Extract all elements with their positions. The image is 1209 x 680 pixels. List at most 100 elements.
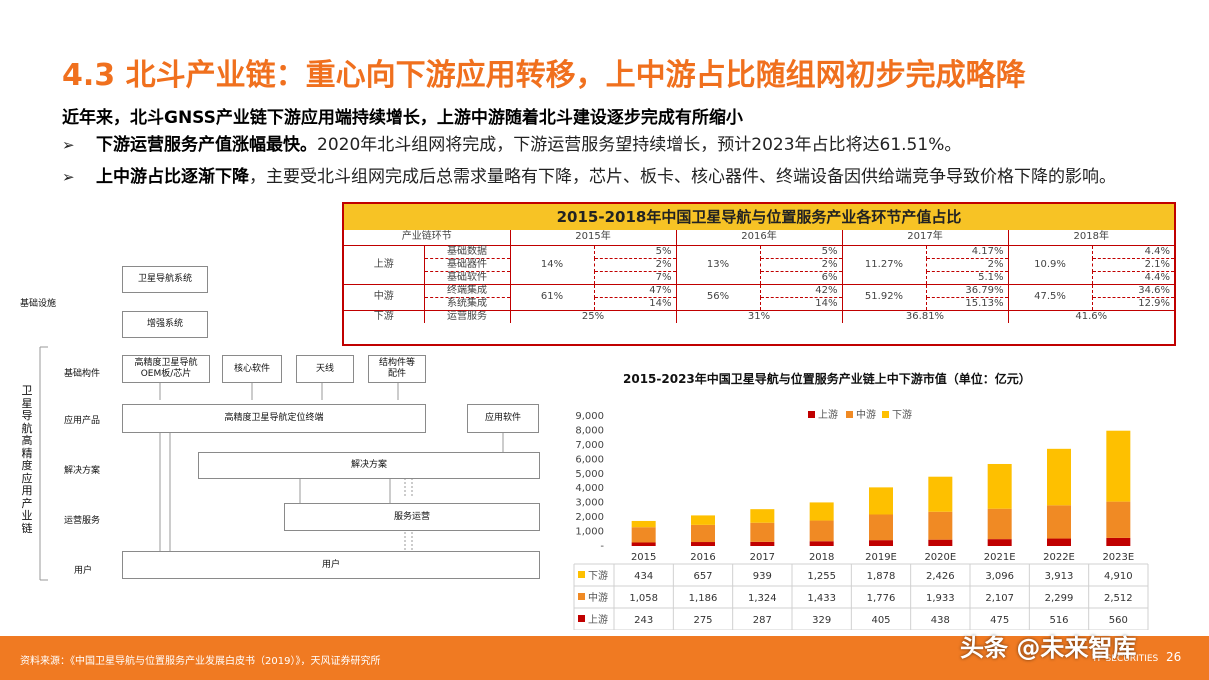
page-title: 4.3 北斗产业链：重心向下游应用转移，上中游占比随组网初步完成略降 xyxy=(62,58,1026,93)
table-value: 287 xyxy=(753,615,772,626)
bar-segment xyxy=(1106,537,1131,546)
table-cell: 41.6% xyxy=(1075,310,1108,322)
legend-swatch xyxy=(882,411,889,418)
x-tick-label: 2017 xyxy=(750,552,775,563)
box-service: 服务运营 xyxy=(284,503,540,531)
table-row: 基础器件 2% 2% 2% 2.1% xyxy=(344,258,1174,272)
bar-segment xyxy=(1106,501,1131,538)
row-label-infra: 基础设施 xyxy=(20,299,57,309)
bar-segment xyxy=(691,524,715,543)
x-tick-label: 2022E xyxy=(1043,552,1075,563)
upstream-item: 基础数据 xyxy=(424,245,511,259)
table-value: 1,878 xyxy=(867,571,896,582)
upstream-item: 基础器件 xyxy=(424,258,511,272)
table-value: 405 xyxy=(871,615,890,626)
x-tick-label: 2015 xyxy=(631,552,656,563)
table-row-label: 上游 xyxy=(588,613,608,626)
table-value: 657 xyxy=(693,571,712,582)
table-cell: 4.4% xyxy=(1092,271,1174,285)
page-number: 26 xyxy=(1166,650,1182,664)
table-value: 434 xyxy=(634,571,653,582)
x-tick-label: 2018 xyxy=(809,552,834,563)
legend-label: 上游 xyxy=(818,408,838,421)
downstream-label: 下游 xyxy=(344,310,425,323)
x-tick-label: 2020E xyxy=(924,552,956,563)
table-legend-swatch xyxy=(578,571,585,578)
arrow-icon: ➢ xyxy=(62,136,75,154)
footer: 资料来源：《中国卫星导航与位置服务产业发展白皮书（2019）》，天风证券研究所 … xyxy=(0,636,1209,680)
y-tick-label: 3,000 xyxy=(575,498,604,509)
box-core-sw: 核心软件 xyxy=(222,355,282,383)
y-tick-label: 7,000 xyxy=(575,440,604,451)
bar-segment xyxy=(928,511,953,540)
bar-segment xyxy=(631,527,656,543)
table-cell: 2% xyxy=(926,258,1009,272)
row-label-products: 应用产品 xyxy=(64,416,101,426)
table-value: 4,910 xyxy=(1104,571,1133,582)
bullet-2-text: ，主要受北斗组网完成后总需求量略有下降，芯片、板卡、核心器件、终端设备因供给端竞… xyxy=(249,167,1116,187)
table-row: 上游 基础数据 14% 5% 13% 5% 11.27% 4.17% 10.9%… xyxy=(344,245,1174,285)
table-value: 2,299 xyxy=(1045,593,1074,604)
table-value: 516 xyxy=(1049,615,1068,626)
x-tick-label: 2016 xyxy=(690,552,715,563)
table-cell: 42% xyxy=(760,284,843,298)
header-2015: 2015年 xyxy=(510,230,677,246)
bar-segment xyxy=(1047,538,1071,546)
arrow-icon: ➢ xyxy=(62,168,75,186)
bar-segment xyxy=(809,502,834,521)
bullet-1-text: 2020年北斗组网将完成，下游运营服务望持续增长，预计2023年占比将达61.5… xyxy=(317,135,962,155)
upstream-total: 11.27% xyxy=(842,245,927,285)
table-cell: 4.17% xyxy=(926,245,1009,259)
table-header-row: 产业链环节 2015年 2016年 2017年 2018年 xyxy=(344,230,1174,246)
bullet-2-bold: 上中游占比逐渐下降 xyxy=(96,167,249,187)
brand-logo: TF SECURITIES xyxy=(1092,654,1159,664)
proportion-table: 2015-2018年中国卫星导航与位置服务产业各环节产值占比 产业链环节 201… xyxy=(342,202,1176,346)
midstream-item: 系统集成 xyxy=(424,297,511,311)
bar-segment xyxy=(631,520,656,528)
box-sat-nav: 卫星导航系统 xyxy=(122,266,208,293)
header-chain: 产业链环节 xyxy=(344,230,511,246)
box-antenna: 天线 xyxy=(296,355,354,383)
box-struct: 结构件等配件 xyxy=(368,355,426,383)
table-cell: 2% xyxy=(760,258,843,272)
legend-label: 中游 xyxy=(856,408,876,421)
table-cell: 5% xyxy=(760,245,843,259)
diagram-connectors xyxy=(39,346,504,581)
table-cell: 5% xyxy=(594,245,677,259)
table-value: 1,058 xyxy=(629,593,658,604)
table-value: 243 xyxy=(634,615,653,626)
bar-segment xyxy=(631,542,656,546)
table-cell: 14% xyxy=(594,297,677,311)
header-2016: 2016年 xyxy=(676,230,843,246)
table-value: 939 xyxy=(753,571,772,582)
table-value: 1,933 xyxy=(926,593,955,604)
bar-segment xyxy=(987,463,1012,509)
bar-segment xyxy=(1106,430,1131,502)
table-value: 3,096 xyxy=(985,571,1014,582)
x-tick-label: 2023E xyxy=(1102,552,1134,563)
table-cell: 36.79% xyxy=(926,284,1009,298)
stacked-bar-chart: 9,000 8,000 7,000 6,000 5,000 4,000 3,000 2,000… xyxy=(573,408,1149,630)
table-cell: 12.9% xyxy=(1092,297,1174,311)
row-label-services: 运营服务 xyxy=(64,516,101,526)
table-value: 2,107 xyxy=(985,593,1014,604)
table-cell: 34.6% xyxy=(1092,284,1174,298)
header-2017: 2017年 xyxy=(842,230,1009,246)
y-tick-label: 6,000 xyxy=(575,454,604,465)
bullet-2: ➢ 上中游占比逐渐下降，主要受北斗组网完成后总需求量略有下降，芯片、板卡、核心器… xyxy=(62,164,1196,190)
table-row-label: 中游 xyxy=(588,591,608,604)
bullet-1-bold: 下游运营服务产值涨幅最快。 xyxy=(96,135,317,155)
table-row: 下游 运营服务 25% 31% 36.81% 41.6% xyxy=(344,310,1174,323)
bullet-1: ➢ 下游运营服务产值涨幅最快。2020年北斗组网将完成，下游运营服务望持续增长，… xyxy=(62,132,1196,158)
table-value: 1,255 xyxy=(807,571,836,582)
table-cell: 2% xyxy=(594,258,677,272)
bar-segment xyxy=(987,508,1012,540)
box-oem: 高精度卫星导航OEM板/芯片 xyxy=(122,355,210,383)
upstream-total: 13% xyxy=(676,245,761,285)
midstream-total: 51.92% xyxy=(842,284,927,311)
row-label-solutions: 解决方案 xyxy=(64,466,101,476)
midstream-total: 56% xyxy=(676,284,761,311)
table-value: 329 xyxy=(812,615,831,626)
y-tick-label: 9,000 xyxy=(575,411,604,422)
upstream-label: 上游 xyxy=(344,245,425,285)
